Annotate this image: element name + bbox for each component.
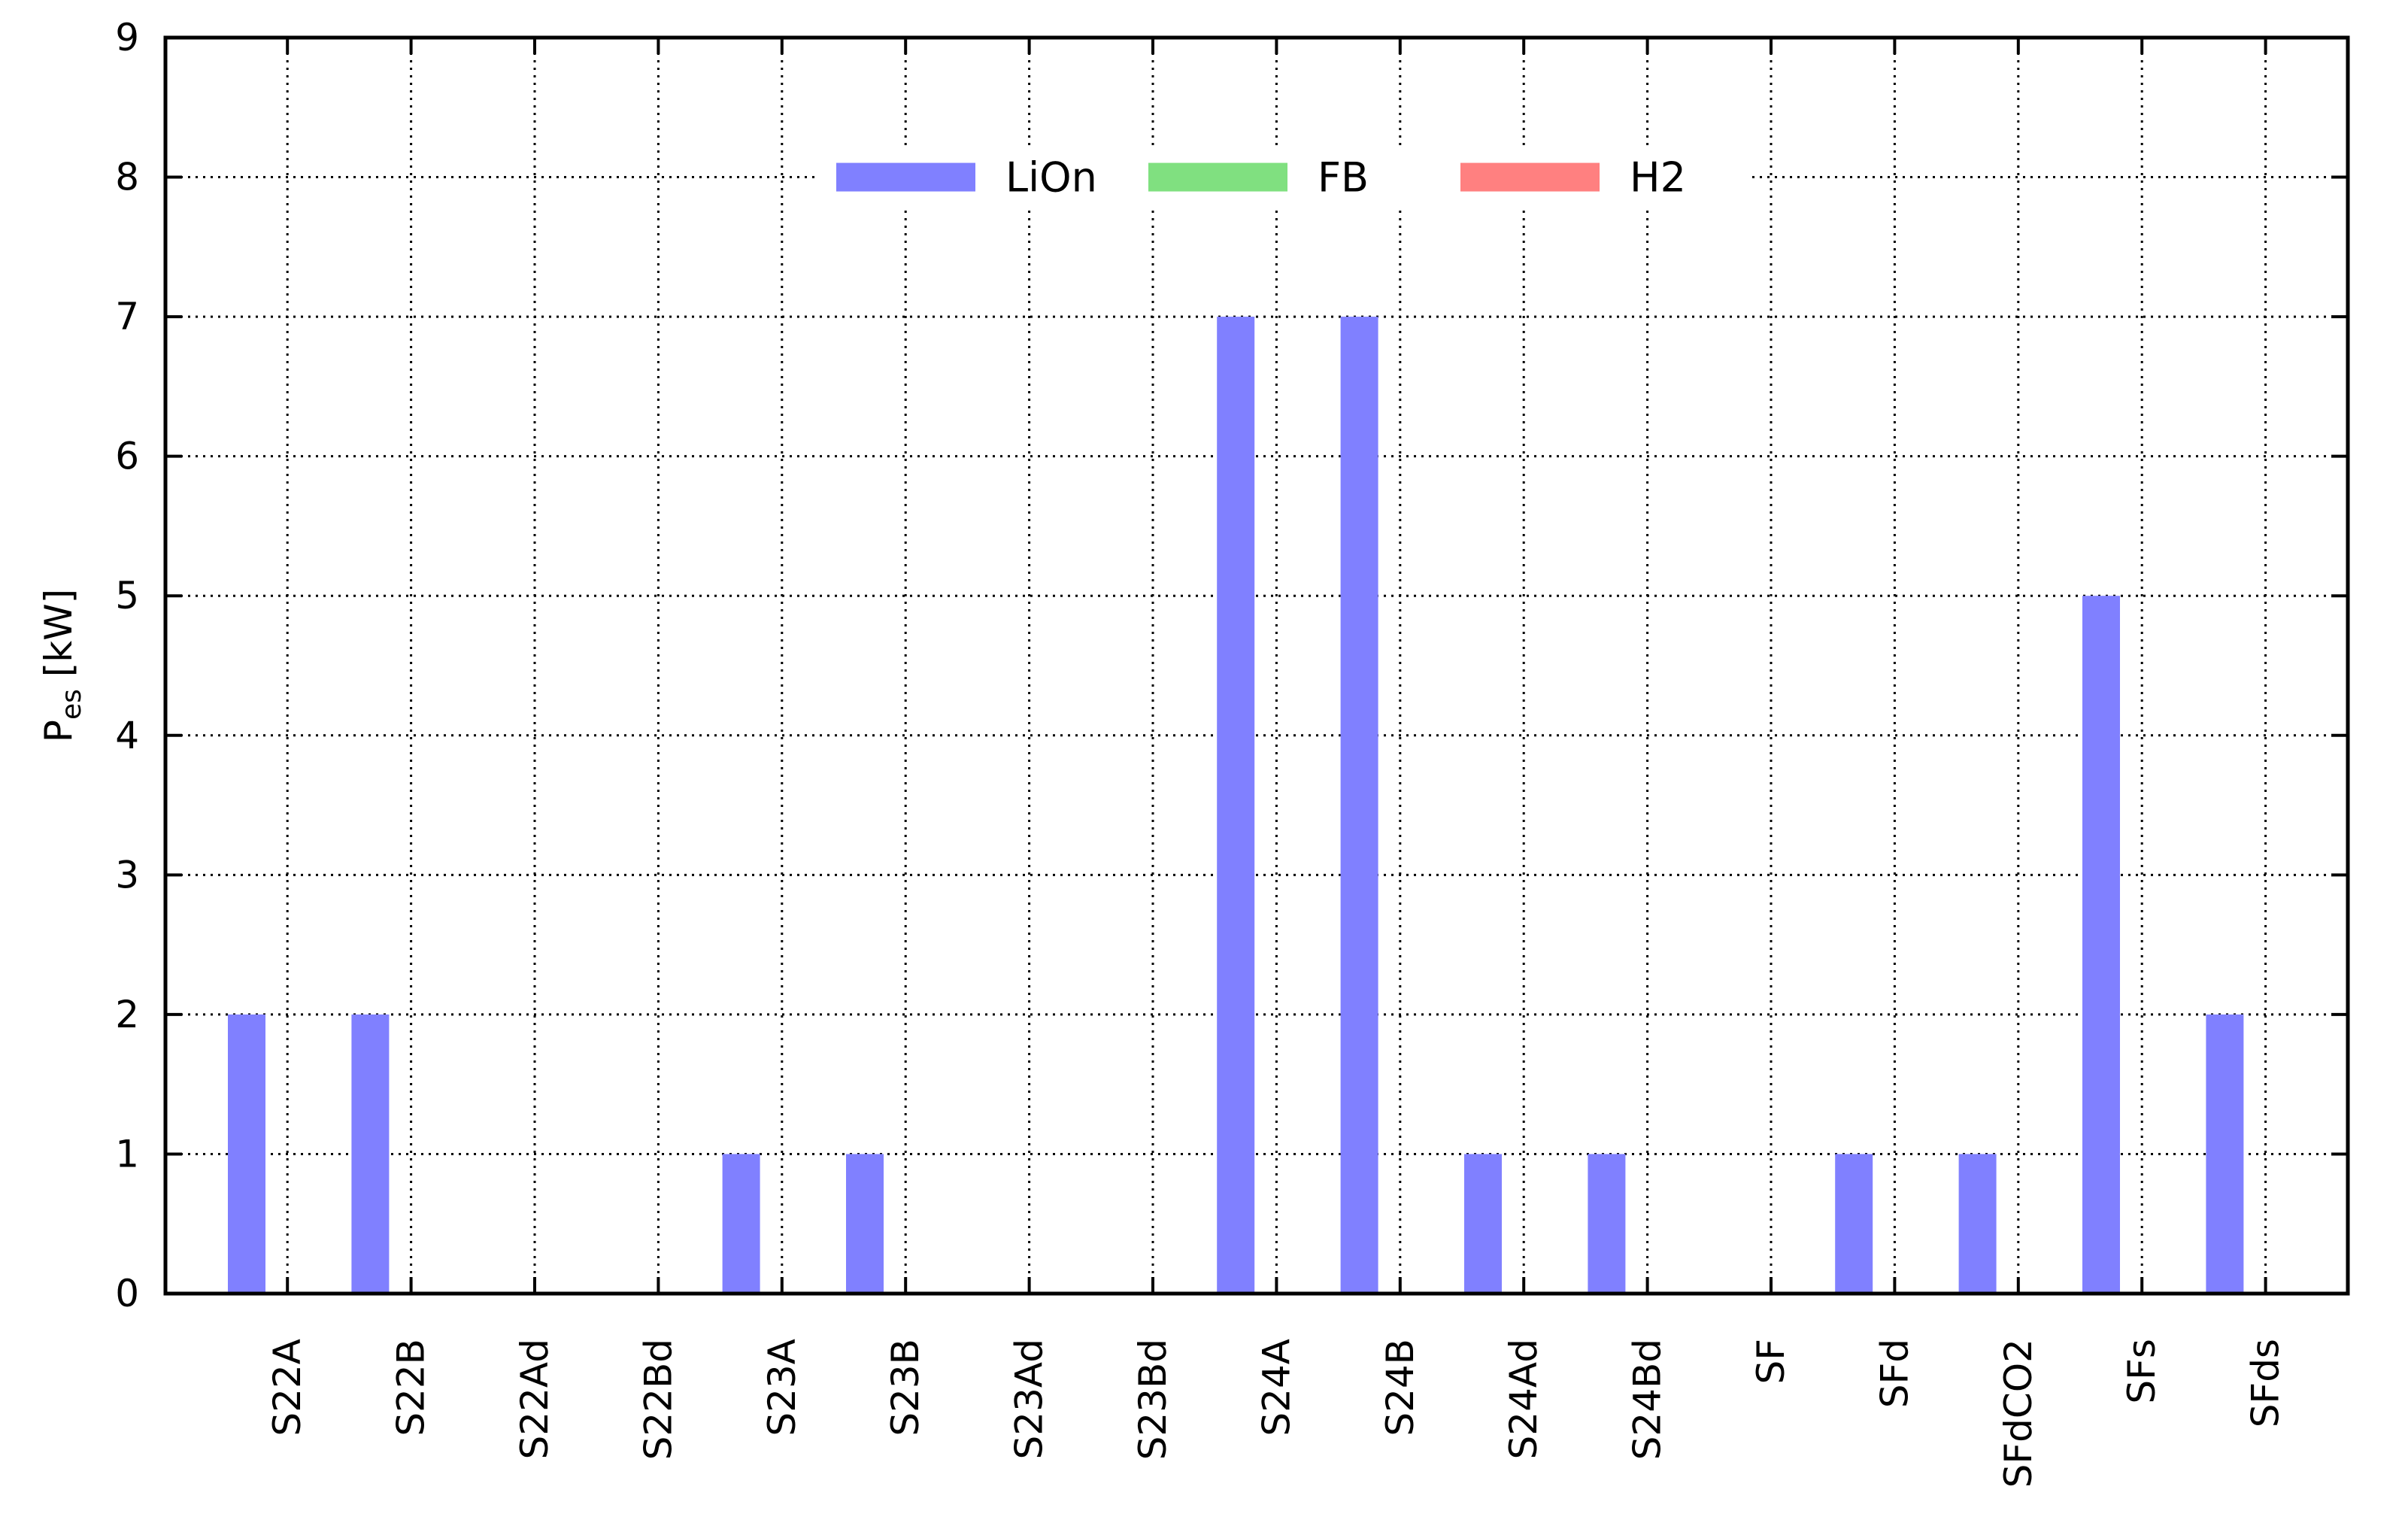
y-tick-label: 7 (115, 295, 139, 338)
bars-group (228, 317, 2244, 1294)
y-tick-label: 9 (115, 16, 139, 59)
x-tick-label: S22B (390, 1339, 433, 1436)
x-tick-label: SFd (1873, 1339, 1916, 1408)
grid-lines (165, 38, 2348, 1294)
y-axis-label-sub: es (56, 689, 87, 720)
legend-label-fb: FB (1318, 154, 1369, 202)
bar-lion-sfdco2 (1958, 1154, 1997, 1294)
bar-lion-sfd (1835, 1154, 1873, 1294)
bar-lion-s23b (846, 1154, 884, 1294)
legend-swatch-lion (836, 162, 975, 192)
bar-lion-s22a (228, 1014, 265, 1294)
bar-lion-s24b (1340, 317, 1378, 1294)
x-tick-label: S23Bd (1131, 1339, 1175, 1460)
y-tick-label: 4 (115, 714, 139, 757)
x-tick-label: S24Ad (1502, 1339, 1545, 1459)
y-tick-label: 2 (115, 993, 139, 1036)
legend-label-lion: LiOn (1005, 154, 1097, 202)
x-axis: S22A S22B S22Ad S22Bd S23A S23B S23Ad S23Bd S24A… (265, 38, 2288, 1488)
x-tick-label: S23Ad (1008, 1339, 1051, 1459)
y-axis-label-main: P (37, 720, 80, 742)
x-tick-label: S23B (884, 1339, 927, 1436)
legend-label-h2: H2 (1630, 154, 1686, 202)
y-tick-label: 8 (115, 156, 139, 199)
legend-swatch-h2 (1460, 162, 1600, 192)
x-tick-label: SFdCO2 (1997, 1339, 2040, 1488)
x-tick-label: SF (1749, 1339, 1793, 1385)
y-tick-label: 5 (115, 574, 139, 617)
x-tick-label: SFs (2120, 1339, 2164, 1404)
legend: LiOn FB H2 (820, 147, 1752, 208)
y-axis: 0 1 2 3 4 5 6 7 8 9 (115, 16, 2348, 1315)
bar-lion-s23a (722, 1154, 760, 1294)
bar-lion-sfs (2082, 596, 2120, 1294)
bar-lion-s24ad (1464, 1154, 1502, 1294)
x-tick-label: S22Ad (513, 1339, 557, 1459)
x-tick-label: S23A (760, 1339, 804, 1436)
y-tick-label: 3 (115, 853, 139, 896)
x-tick-label: S24B (1378, 1339, 1422, 1436)
x-tick-label: S24A (1254, 1339, 1298, 1436)
bar-lion-s22b (351, 1014, 390, 1294)
y-tick-label: 0 (115, 1272, 139, 1315)
y-axis-label: Pes [kW] (37, 589, 87, 742)
x-tick-label: S22Bd (636, 1339, 680, 1460)
x-tick-label: S22A (265, 1339, 309, 1436)
y-tick-label: 6 (115, 435, 139, 478)
bar-lion-s24a (1217, 317, 1255, 1294)
bar-lion-sfds (2206, 1014, 2244, 1294)
plot-frame (163, 35, 2350, 1296)
y-tick-label: 1 (115, 1132, 139, 1176)
x-tick-label: S24Bd (1626, 1339, 1670, 1460)
bar-lion-s24bd (1588, 1154, 1626, 1294)
legend-swatch-fb (1148, 162, 1287, 192)
x-tick-label: SFds (2244, 1339, 2288, 1427)
y-axis-label-unit: [kW] (37, 589, 80, 689)
